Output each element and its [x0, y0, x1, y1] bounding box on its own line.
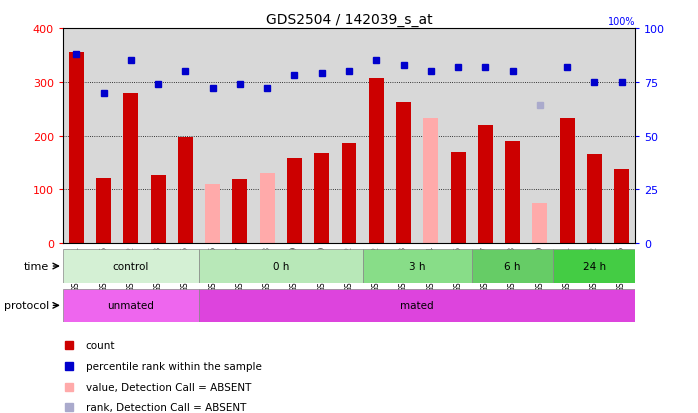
- Text: 6 h: 6 h: [504, 261, 521, 271]
- Bar: [472, 250, 554, 283]
- Bar: [260, 174, 275, 244]
- Bar: [96, 178, 111, 244]
- Bar: [232, 179, 248, 244]
- Bar: [472, 29, 499, 244]
- Bar: [144, 29, 172, 244]
- Bar: [608, 29, 635, 244]
- Bar: [90, 29, 117, 244]
- Bar: [199, 250, 363, 283]
- Bar: [205, 185, 220, 244]
- Text: mated: mated: [401, 301, 434, 311]
- Bar: [314, 154, 329, 244]
- Text: control: control: [113, 261, 149, 271]
- Bar: [226, 29, 253, 244]
- Text: protocol: protocol: [4, 301, 49, 311]
- Bar: [560, 119, 574, 244]
- Bar: [614, 170, 629, 244]
- Bar: [281, 29, 308, 244]
- Text: 24 h: 24 h: [583, 261, 606, 271]
- Bar: [335, 29, 363, 244]
- Bar: [172, 29, 199, 244]
- Bar: [445, 29, 472, 244]
- Bar: [151, 176, 165, 244]
- Bar: [369, 79, 384, 244]
- Bar: [363, 29, 390, 244]
- Bar: [69, 53, 84, 244]
- Bar: [587, 155, 602, 244]
- Bar: [554, 250, 635, 283]
- Text: 3 h: 3 h: [409, 261, 425, 271]
- Text: 100%: 100%: [608, 17, 635, 27]
- Bar: [199, 29, 226, 244]
- Bar: [533, 204, 547, 244]
- Text: 0 h: 0 h: [273, 261, 289, 271]
- Bar: [117, 29, 144, 244]
- Text: percentile rank within the sample: percentile rank within the sample: [86, 361, 262, 371]
- Bar: [341, 144, 357, 244]
- Text: time: time: [24, 261, 49, 271]
- Title: GDS2504 / 142039_s_at: GDS2504 / 142039_s_at: [266, 12, 432, 26]
- Bar: [63, 29, 90, 244]
- Bar: [63, 289, 199, 322]
- Bar: [477, 126, 493, 244]
- Bar: [417, 29, 445, 244]
- Bar: [253, 29, 281, 244]
- Bar: [63, 250, 199, 283]
- Bar: [554, 29, 581, 244]
- Bar: [526, 29, 554, 244]
- Bar: [423, 119, 438, 244]
- Bar: [363, 250, 472, 283]
- Bar: [499, 29, 526, 244]
- Text: rank, Detection Call = ABSENT: rank, Detection Call = ABSENT: [86, 402, 246, 412]
- Text: unmated: unmated: [107, 301, 154, 311]
- Bar: [287, 159, 302, 244]
- Bar: [178, 138, 193, 244]
- Bar: [390, 29, 417, 244]
- Bar: [505, 142, 520, 244]
- Bar: [396, 103, 411, 244]
- Text: value, Detection Call = ABSENT: value, Detection Call = ABSENT: [86, 382, 251, 392]
- Bar: [199, 289, 635, 322]
- Text: count: count: [86, 340, 115, 350]
- Bar: [450, 152, 466, 244]
- Bar: [308, 29, 335, 244]
- Bar: [581, 29, 608, 244]
- Bar: [124, 93, 138, 244]
